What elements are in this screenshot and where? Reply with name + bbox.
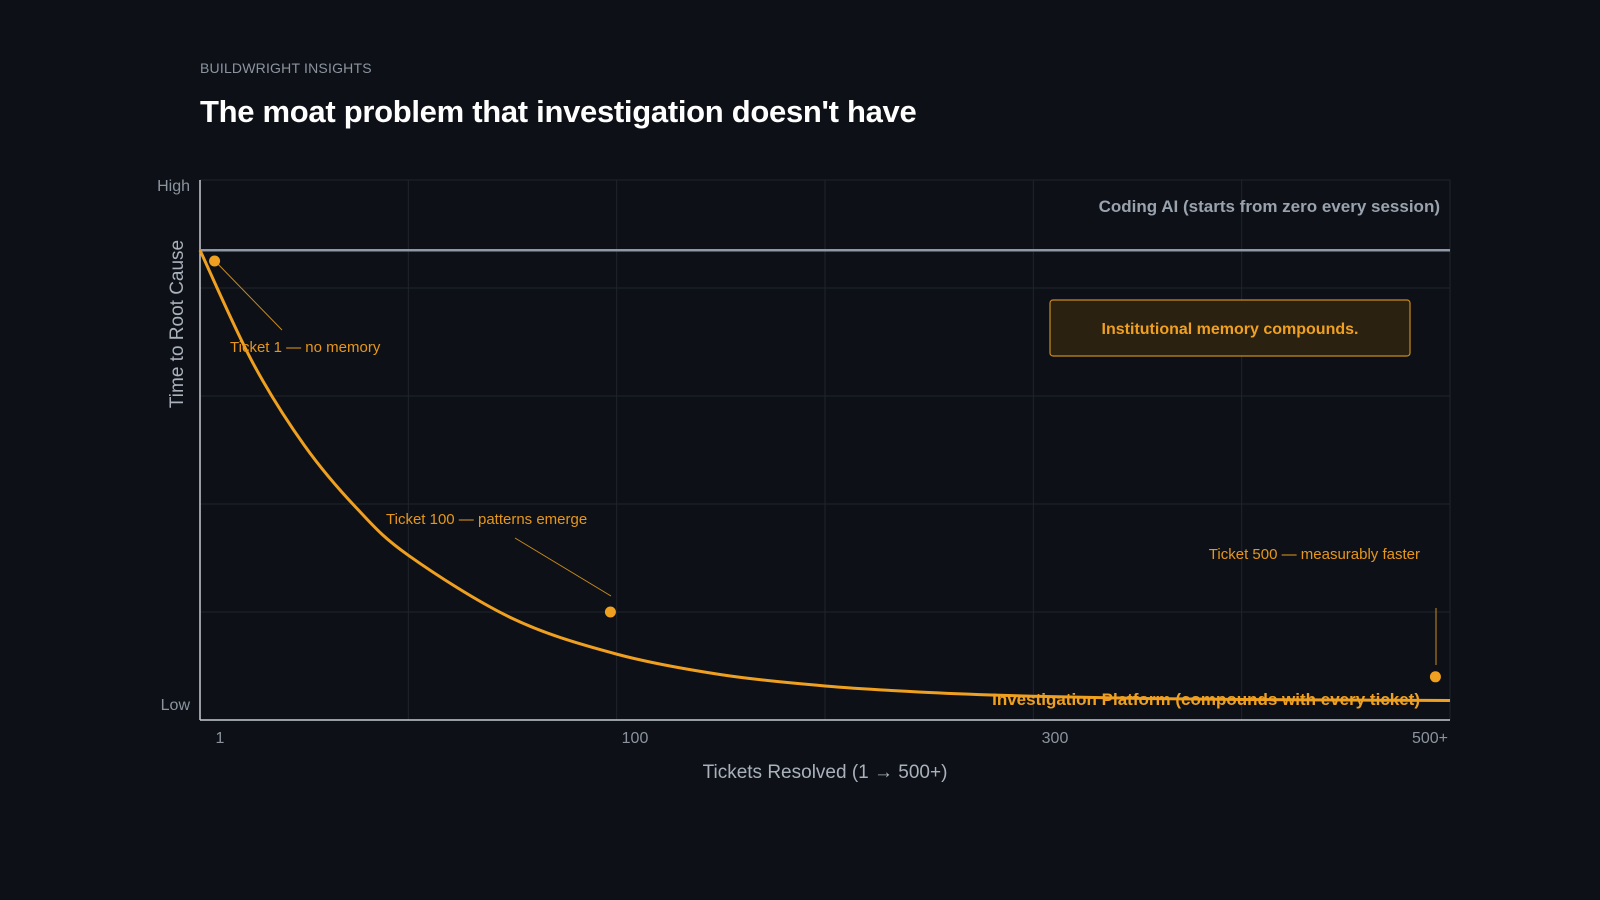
data-point-ticket-1 — [209, 255, 221, 267]
annotation-ticket-1: Ticket 1 — no memory — [230, 339, 381, 356]
investigation-platform-line — [198, 249, 1451, 703]
x-tick-1: 1 — [216, 730, 225, 747]
y-axis-title: Time to Root Cause — [167, 240, 188, 408]
annotation-ticket-500: Ticket 500 — measurably faster — [1209, 546, 1420, 563]
callout-box — [1049, 299, 1411, 357]
annotation-ticket-100: Ticket 100 — patterns emerge — [386, 511, 587, 528]
grid — [200, 179, 1451, 720]
platform-series-label: Investigation Platform (compounds with e… — [992, 690, 1420, 709]
eyebrow-label: BUILDWRIGHT INSIGHTS — [200, 60, 372, 76]
annotation-leader-100 — [514, 537, 612, 597]
data-point-ticket-500 — [1429, 671, 1441, 683]
annotation-leader-1 — [214, 260, 283, 331]
coding-ai-series-label: Coding AI (starts from zero every sessio… — [1099, 197, 1440, 216]
y-tick-low: Low — [161, 697, 191, 714]
x-tick-500: 500+ — [1412, 730, 1448, 747]
callout-text: Institutional memory compounds. — [1102, 321, 1359, 338]
data-points — [209, 255, 1441, 683]
y-tick-high: High — [157, 178, 190, 195]
x-tick-100: 100 — [622, 730, 649, 747]
x-tick-300: 300 — [1042, 730, 1069, 747]
data-point-ticket-100 — [604, 606, 616, 618]
x-axis-title: Tickets Resolved (1 → 500+) — [703, 762, 948, 783]
page-title: The moat problem that investigation does… — [200, 94, 917, 129]
